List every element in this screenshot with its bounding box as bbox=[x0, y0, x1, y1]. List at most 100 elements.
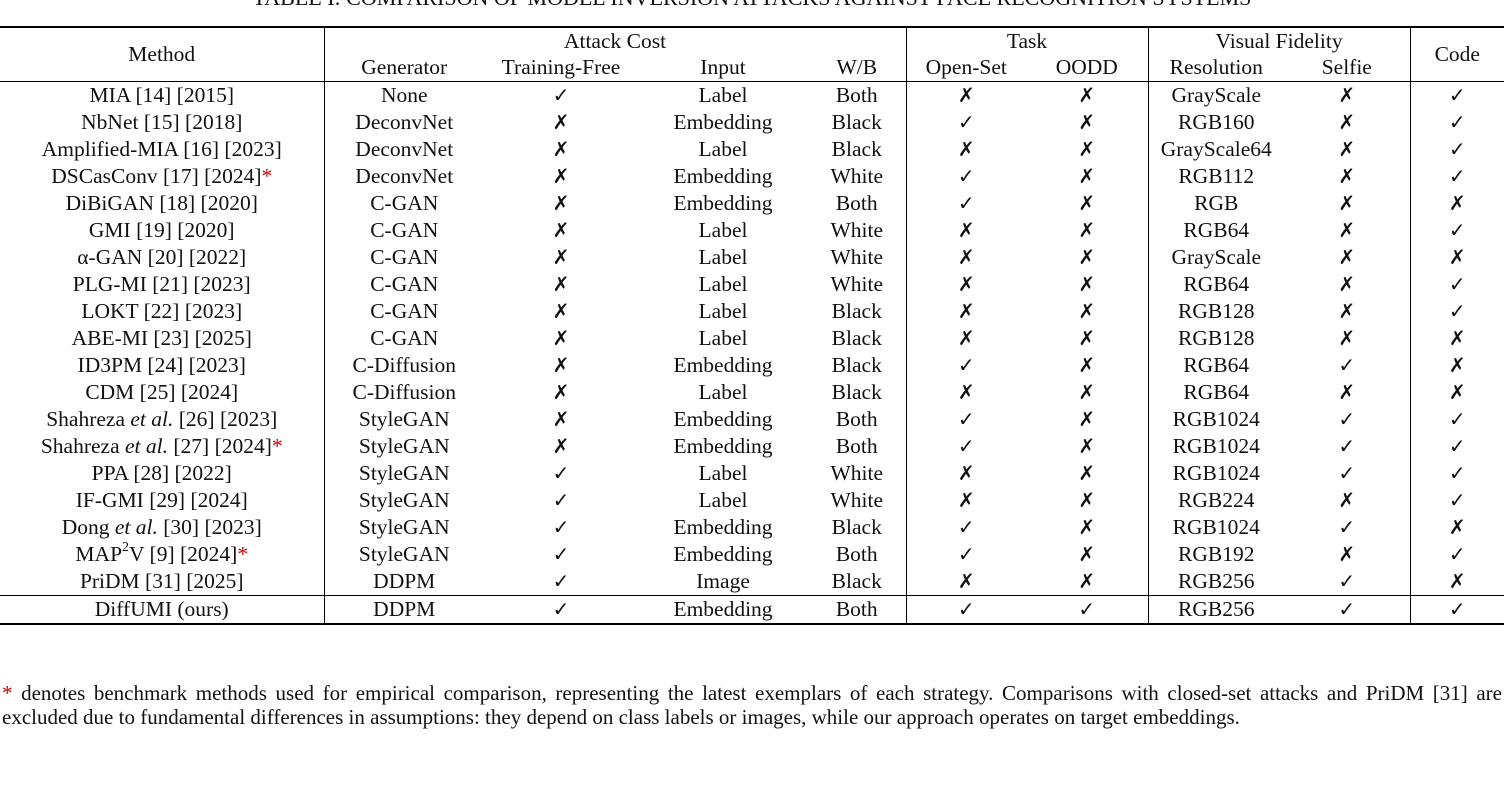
method-name: MAP bbox=[75, 542, 123, 566]
cell-oodd: ✗ bbox=[1026, 541, 1149, 568]
cell-code: ✓ bbox=[1448, 461, 1466, 485]
cell-generator: None bbox=[324, 81, 484, 109]
cell-wb: White bbox=[808, 217, 907, 244]
cell-resolution: RGB112 bbox=[1178, 164, 1255, 188]
cell-training-free: ✗ bbox=[552, 353, 570, 377]
cell-wb: Both bbox=[808, 190, 907, 217]
table-row: ID3PM [24] [2023] C-Diffusion ✗ Embedding Bl… bbox=[0, 352, 1504, 379]
header-resolution: Resolution bbox=[1169, 55, 1263, 79]
cell-method: Dong et al. [30] [2023] bbox=[0, 514, 325, 541]
cell-open-set: ✗ bbox=[957, 569, 975, 593]
cell-wb: Both bbox=[808, 541, 907, 568]
cell-method: DiffUMI (ours) bbox=[0, 595, 325, 625]
header-generator: Generator bbox=[361, 55, 448, 79]
header-training-free: Training-Free bbox=[501, 55, 621, 79]
cell-code: ✓ bbox=[1448, 407, 1466, 431]
cell-selfie: ✓ bbox=[1284, 352, 1411, 379]
cell-input: Embedding bbox=[638, 595, 808, 625]
cell-oodd: ✗ bbox=[1026, 244, 1149, 271]
header-visual-fidelity: Visual Fidelity bbox=[1148, 26, 1411, 54]
cell-oodd: ✗ bbox=[1026, 271, 1149, 298]
cell-selfie: ✓ bbox=[1284, 595, 1411, 625]
cell-method: DiBiGAN [18] [2020] bbox=[0, 190, 325, 217]
cell-selfie: ✓ bbox=[1284, 406, 1411, 433]
cell-generator: DeconvNet bbox=[355, 110, 454, 134]
cell-wb: Black bbox=[808, 136, 907, 163]
cell-oodd: ✗ bbox=[1026, 136, 1149, 163]
table-row: PLG-MI [21] [2023] C-GAN ✗ Label White ✗ ✗ RGB6… bbox=[0, 271, 1504, 298]
cell-oodd: ✗ bbox=[1026, 352, 1149, 379]
method-name: DiffUMI (ours) bbox=[94, 597, 229, 621]
cell-wb: White bbox=[808, 163, 907, 190]
method-name: IF-GMI [29] [2024] bbox=[75, 488, 248, 512]
method-name: Amplified-MIA [16] [2023] bbox=[41, 137, 282, 161]
cell-code: ✗ bbox=[1448, 569, 1466, 593]
cell-resolution: RGB160 bbox=[1178, 110, 1255, 134]
cell-selfie: ✗ bbox=[1284, 163, 1411, 190]
cell-input: Label bbox=[698, 461, 748, 485]
cell-wb: Black bbox=[808, 109, 907, 136]
table-caption: TABLE I: COMPARISON OF MODEL INVERSION A… bbox=[0, 0, 1504, 14]
cell-resolution: RGB1024 bbox=[1172, 434, 1260, 458]
cell-resolution: GrayScale bbox=[1171, 245, 1262, 269]
cell-method: DSCasConv [17] [2024]* bbox=[0, 163, 325, 190]
header-method: Method bbox=[0, 26, 325, 82]
cell-open-set: ✓ bbox=[957, 434, 975, 458]
cell-generator: StyleGAN bbox=[358, 542, 450, 566]
table-footnote: * denotes benchmark methods used for emp… bbox=[2, 681, 1502, 729]
cell-resolution: GrayScale64 bbox=[1160, 137, 1272, 161]
cell-generator: C-Diffusion bbox=[352, 380, 457, 404]
cell-resolution: RGB1024 bbox=[1172, 407, 1260, 431]
table-row: MAP2V [9] [2024]* StyleGAN ✓ Embedding Both ✓… bbox=[0, 539, 1504, 568]
cell-training-free: ✓ bbox=[552, 542, 570, 566]
table-row: DSCasConv [17] [2024]* DeconvNet ✗ Embeddin… bbox=[0, 163, 1504, 190]
header-input: Input bbox=[700, 55, 746, 79]
table-row: PPA [28] [2022] StyleGAN ✓ Label White ✗ ✗ RGB1… bbox=[0, 460, 1504, 487]
cell-oodd: ✗ bbox=[1026, 325, 1149, 352]
cell-selfie: ✗ bbox=[1284, 541, 1411, 568]
cell-input: Label bbox=[698, 380, 748, 404]
cell-resolution: RGB1024 bbox=[1172, 515, 1260, 539]
cell-input: Label bbox=[698, 299, 748, 323]
cell-oodd: ✗ bbox=[1026, 109, 1149, 136]
cell-input: Label bbox=[698, 245, 748, 269]
cell-wb: Both bbox=[808, 595, 907, 625]
cell-input: Label bbox=[698, 137, 748, 161]
cell-generator: StyleGAN bbox=[358, 461, 450, 485]
cell-generator: C-GAN bbox=[370, 245, 439, 269]
cell-resolution: RGB64 bbox=[1183, 218, 1250, 242]
cell-open-set: ✓ bbox=[957, 407, 975, 431]
method-name: MIA [14] [2015] bbox=[89, 83, 234, 107]
cell-input: Label bbox=[638, 81, 808, 109]
cell-training-free: ✗ bbox=[552, 245, 570, 269]
cell-training-free: ✗ bbox=[552, 191, 570, 215]
cell-code: ✓ bbox=[1448, 299, 1466, 323]
cell-code: ✗ bbox=[1448, 515, 1466, 539]
cell-generator: StyleGAN bbox=[358, 515, 450, 539]
cell-wb: Black bbox=[808, 352, 907, 379]
cell-generator: C-GAN bbox=[370, 299, 439, 323]
method-superscript: 2 bbox=[122, 539, 130, 555]
cell-method: Shahreza et al. [27] [2024]* bbox=[0, 433, 325, 460]
cell-open-set: ✗ bbox=[957, 380, 975, 404]
method-name: DiBiGAN [18] [2020] bbox=[65, 191, 258, 215]
cell-resolution: RGB256 bbox=[1178, 569, 1255, 593]
cell-selfie: ✗ bbox=[1284, 487, 1411, 514]
cell-open-set: ✗ bbox=[957, 245, 975, 269]
table-row-ours: DiffUMI (ours) DDPM ✓ Embedding Both ✓ ✓ RGB256… bbox=[0, 595, 1504, 625]
cell-method: Shahreza et al. [26] [2023] bbox=[0, 406, 325, 433]
cell-resolution: RGB256 bbox=[1148, 595, 1285, 625]
cell-training-free: ✓ bbox=[552, 515, 570, 539]
cell-training-free: ✗ bbox=[552, 380, 570, 404]
method-name: LOKT [22] [2023] bbox=[81, 299, 243, 323]
method-name: ABE-MI [23] [2025] bbox=[71, 326, 252, 350]
cell-input: Embedding bbox=[673, 542, 773, 566]
cell-code: ✓ bbox=[1448, 218, 1466, 242]
header-wb: W/B bbox=[808, 54, 907, 82]
cell-selfie: ✗ bbox=[1284, 190, 1411, 217]
cell-method: PriDM [31] [2025] bbox=[0, 568, 325, 596]
cell-wb: Black bbox=[808, 325, 907, 352]
cell-method: MAP2V [9] [2024]* bbox=[0, 539, 325, 568]
table-ours: DiffUMI (ours) DDPM ✓ Embedding Both ✓ ✓ RGB256… bbox=[0, 595, 1504, 625]
cell-oodd: ✗ bbox=[1026, 190, 1149, 217]
